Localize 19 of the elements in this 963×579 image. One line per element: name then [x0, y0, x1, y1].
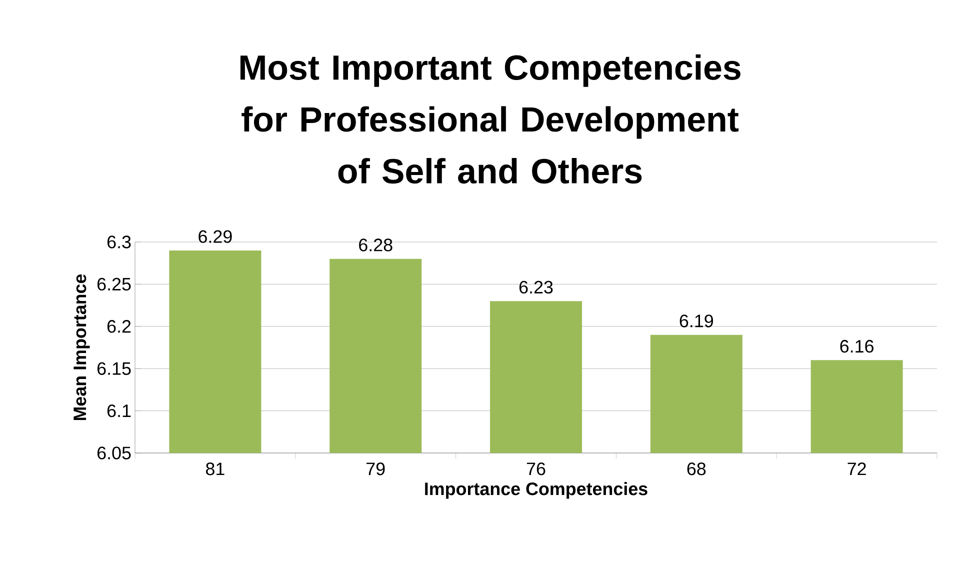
y-tick-label: 6.05	[97, 446, 131, 460]
x-tick-label: 72	[848, 462, 866, 476]
y-tick-label: 6.25	[97, 278, 131, 291]
y-tick-label: 6.1	[107, 404, 131, 418]
x-tick-label: 76	[526, 462, 546, 476]
data-label: 6.16	[840, 340, 874, 353]
y-tick-label: 6.2	[107, 320, 131, 333]
data-label: 6.19	[680, 314, 714, 328]
y-tick-label: 6.3	[107, 236, 131, 248]
x-tick-label: 81	[206, 462, 224, 476]
y-axis-title: Mean Importance	[74, 274, 90, 420]
x-axis-title: Importance Competencies	[425, 482, 648, 499]
data-label: 6.23	[519, 280, 553, 294]
data-label: 6.29	[198, 230, 232, 243]
chart-title: Most Important Competencies for Professional Development of Self and Others	[240, 54, 740, 184]
x-tick-label: 79	[366, 462, 385, 476]
x-tick-label: 68	[687, 462, 706, 476]
data-label: 6.28	[359, 238, 392, 252]
y-tick-label: 6.15	[97, 362, 131, 375]
